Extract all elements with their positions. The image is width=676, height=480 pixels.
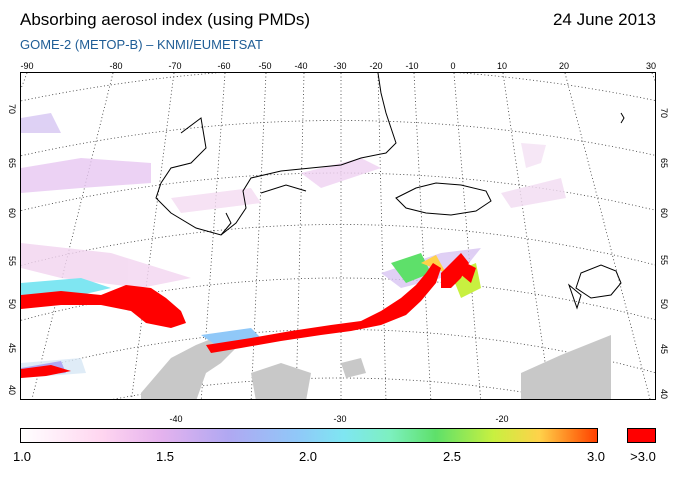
colorbar-label: 2.5 [442,449,462,464]
left-lat-tick: 65 [7,157,18,169]
top-lon-tick: 30 [645,61,657,71]
top-lon-tick: -60 [217,61,231,71]
left-lat-tick: 70 [7,103,18,115]
bottom-lon-tick: -40 [169,414,183,424]
map-subtitle: GOME-2 (METOP-B) – KNMI/EUMETSAT [20,37,263,52]
map-graphic [21,73,655,399]
top-lon-tick: -20 [369,61,383,71]
top-lon-tick: -90 [20,61,34,71]
right-lat-tick: 50 [659,298,670,310]
right-lat-tick: 65 [659,157,670,169]
colorbar-overflow-swatch [627,428,656,443]
right-lat-tick: 60 [659,207,670,219]
coastlines [155,73,625,310]
top-lon-tick: -50 [258,61,272,71]
left-lat-tick: 55 [7,255,18,267]
top-lon-tick: 20 [558,61,570,71]
left-lat-tick: 40 [7,384,18,396]
top-lon-tick: -80 [109,61,123,71]
aerosol-map [20,72,656,400]
left-lat-tick: 60 [7,207,18,219]
right-lat-tick: 40 [659,388,670,400]
right-lat-tick: 45 [659,343,670,355]
top-lon-tick: 0 [450,61,456,71]
colorbar [20,428,598,443]
colorbar-label: 2.0 [298,449,318,464]
colorbar-label: 1.5 [155,449,175,464]
map-title: Absorbing aerosol index (using PMDs) [20,10,311,29]
right-lat-tick: 55 [659,254,670,266]
map-date: 24 June 2013 [552,10,656,29]
left-lat-tick: 45 [7,342,18,354]
top-lon-tick: -70 [168,61,182,71]
colorbar-label: 1.0 [12,449,32,464]
colorbar-overflow-label: >3.0 [630,449,656,464]
bottom-lon-tick: -20 [495,414,509,424]
right-lat-tick: 70 [659,107,670,119]
top-lon-tick: 10 [496,61,508,71]
bottom-lon-tick: -30 [333,414,347,424]
high-aerosol-plume [21,253,476,378]
left-lat-tick: 50 [7,298,18,310]
top-lon-tick: -30 [333,61,347,71]
colorbar-label: 3.0 [586,449,606,464]
top-lon-tick: -10 [405,61,419,71]
graticule [21,73,655,399]
top-lon-tick: -40 [294,61,308,71]
